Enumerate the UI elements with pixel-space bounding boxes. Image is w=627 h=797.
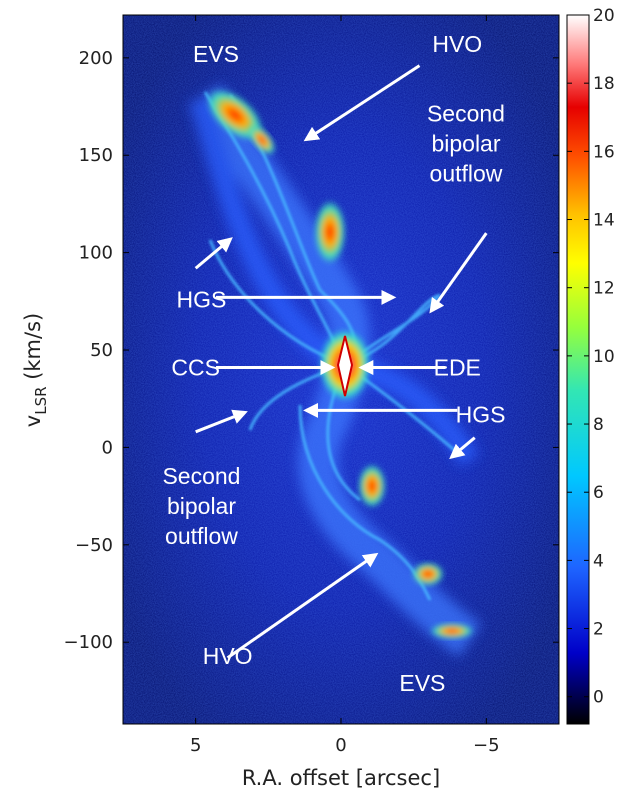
annotation-label: HGS — [177, 286, 227, 312]
annotation-arrow — [449, 436, 476, 460]
y-tick-label: 150 — [79, 145, 113, 166]
annotation-label: bipolar — [167, 493, 236, 519]
y-axis-label-main: v — [21, 415, 45, 427]
emission-knots — [206, 89, 474, 639]
annotation-label: CCS — [171, 355, 220, 381]
annotation-label: HVO — [432, 31, 482, 57]
colorbar-tick-label: 16 — [593, 142, 615, 162]
y-axis-label-unit: (km/s) — [21, 313, 45, 387]
y-tick-label: 100 — [79, 243, 113, 264]
colorbar-tick-label: 0 — [593, 688, 604, 708]
y-tick-label: 50 — [90, 340, 113, 361]
x-tick-label: 0 — [335, 735, 346, 756]
annotation-label: EVS — [399, 670, 445, 696]
colorbar-tick-label: 8 — [593, 415, 604, 435]
colorbar-tick-label: 2 — [593, 620, 604, 640]
annotation-label: EVS — [193, 41, 239, 67]
annotation-label: HVO — [203, 643, 253, 669]
colorbar-tick-label: 4 — [593, 551, 604, 571]
x-tick-label: 5 — [190, 735, 201, 756]
annotation-label: Second — [162, 463, 240, 489]
colorbar-tick-label: 18 — [593, 74, 615, 94]
colorbar-tick-label: 20 — [593, 6, 615, 26]
annotation-arrow — [226, 552, 379, 660]
plot-area: EVS HVO Second bipolar outflow HGS CCS EDE HGS Se… — [123, 15, 559, 724]
colorbar-tick-label: 12 — [593, 279, 615, 299]
annotation-label: outflow — [430, 161, 503, 187]
annotation-arrow — [194, 237, 233, 270]
colorbar-gradient — [567, 15, 589, 724]
y-tick-label: 200 — [79, 48, 113, 69]
x-axis-label: R.A. offset [arcsec] — [242, 766, 440, 790]
colorbar-frame — [566, 14, 590, 725]
y-axis: 200 150 100 50 0 −50 −100 — [64, 48, 559, 653]
annotation-label: HGS — [456, 401, 506, 427]
colorbar-tick-label: 14 — [593, 211, 615, 231]
annotation-arrow — [303, 64, 421, 142]
annotation-arrow — [195, 409, 248, 434]
annotation-label: EDE — [434, 355, 481, 381]
colorbar-tick-label: 10 — [593, 347, 615, 367]
annotation-label: Second — [427, 101, 505, 127]
x-tick-label: −5 — [473, 735, 500, 756]
y-tick-label: 0 — [102, 437, 113, 458]
annotation-arrow — [429, 232, 488, 314]
y-axis-label: vLSR (km/s) — [21, 313, 50, 427]
annotation-labels: EVS HVO Second bipolar outflow HGS CCS EDE HGS Se… — [162, 31, 505, 696]
y-tick-label: −50 — [75, 535, 113, 556]
annotation-arrows — [194, 64, 488, 660]
x-axis: 5 0 −5 — [190, 15, 500, 756]
annotation-label: outflow — [165, 523, 238, 549]
y-tick-label: −100 — [64, 632, 113, 653]
annotation-label: bipolar — [431, 131, 500, 157]
y-axis-label-subscript: LSR — [32, 386, 50, 414]
colorbar-tick-label: 6 — [593, 483, 604, 503]
